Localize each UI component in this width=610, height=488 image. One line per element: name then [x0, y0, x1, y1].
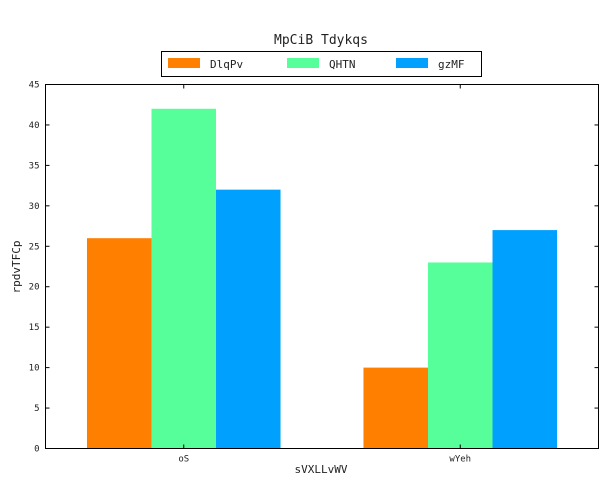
y-tick-label: 45 — [29, 81, 40, 91]
bar-gzMF-wYeh — [492, 230, 558, 449]
chart-title: MpCiB Tdykqs — [274, 33, 368, 48]
y-tick-label: 10 — [29, 364, 40, 374]
y-tick-label: 20 — [29, 283, 40, 293]
y-tick-label: 30 — [29, 202, 40, 212]
y-tick-label: 35 — [29, 161, 40, 171]
legend-swatch-gzMF — [396, 58, 428, 68]
x-axis: oS wYeh — [178, 84, 471, 465]
legend-frame — [161, 51, 482, 77]
y-axis-label: rpdvTFCp — [10, 241, 23, 294]
y-tick-label: 15 — [29, 323, 40, 333]
legend-label-DlqPv: DlqPv — [210, 58, 243, 71]
y-axis: 0 5 10 15 20 25 30 35 40 45 — [29, 81, 599, 455]
x-tick-label: oS — [178, 455, 189, 465]
legend-swatch-DlqPv — [168, 58, 200, 68]
x-axis-label: sVXLLvWV — [295, 463, 348, 476]
legend: DlqPv QHTN gzMF — [161, 51, 482, 77]
legend-swatch-QHTN — [287, 58, 319, 68]
x-tick-label: wYeh — [449, 455, 471, 465]
y-tick-label: 25 — [29, 242, 40, 252]
y-tick-label: 5 — [34, 404, 39, 414]
bars-group — [86, 108, 558, 449]
legend-label-gzMF: gzMF — [438, 58, 465, 71]
bar-QHTN-wYeh — [427, 262, 493, 449]
y-tick-label: 40 — [29, 121, 40, 131]
bar-DlqPv-oS — [86, 238, 152, 449]
bar-DlqPv-wYeh — [363, 367, 428, 449]
bar-QHTN-oS — [151, 108, 217, 449]
legend-label-QHTN: QHTN — [329, 58, 356, 71]
y-tick-label: 0 — [34, 445, 39, 455]
bar-gzMF-oS — [216, 189, 281, 449]
plot-area-frame — [45, 84, 599, 449]
